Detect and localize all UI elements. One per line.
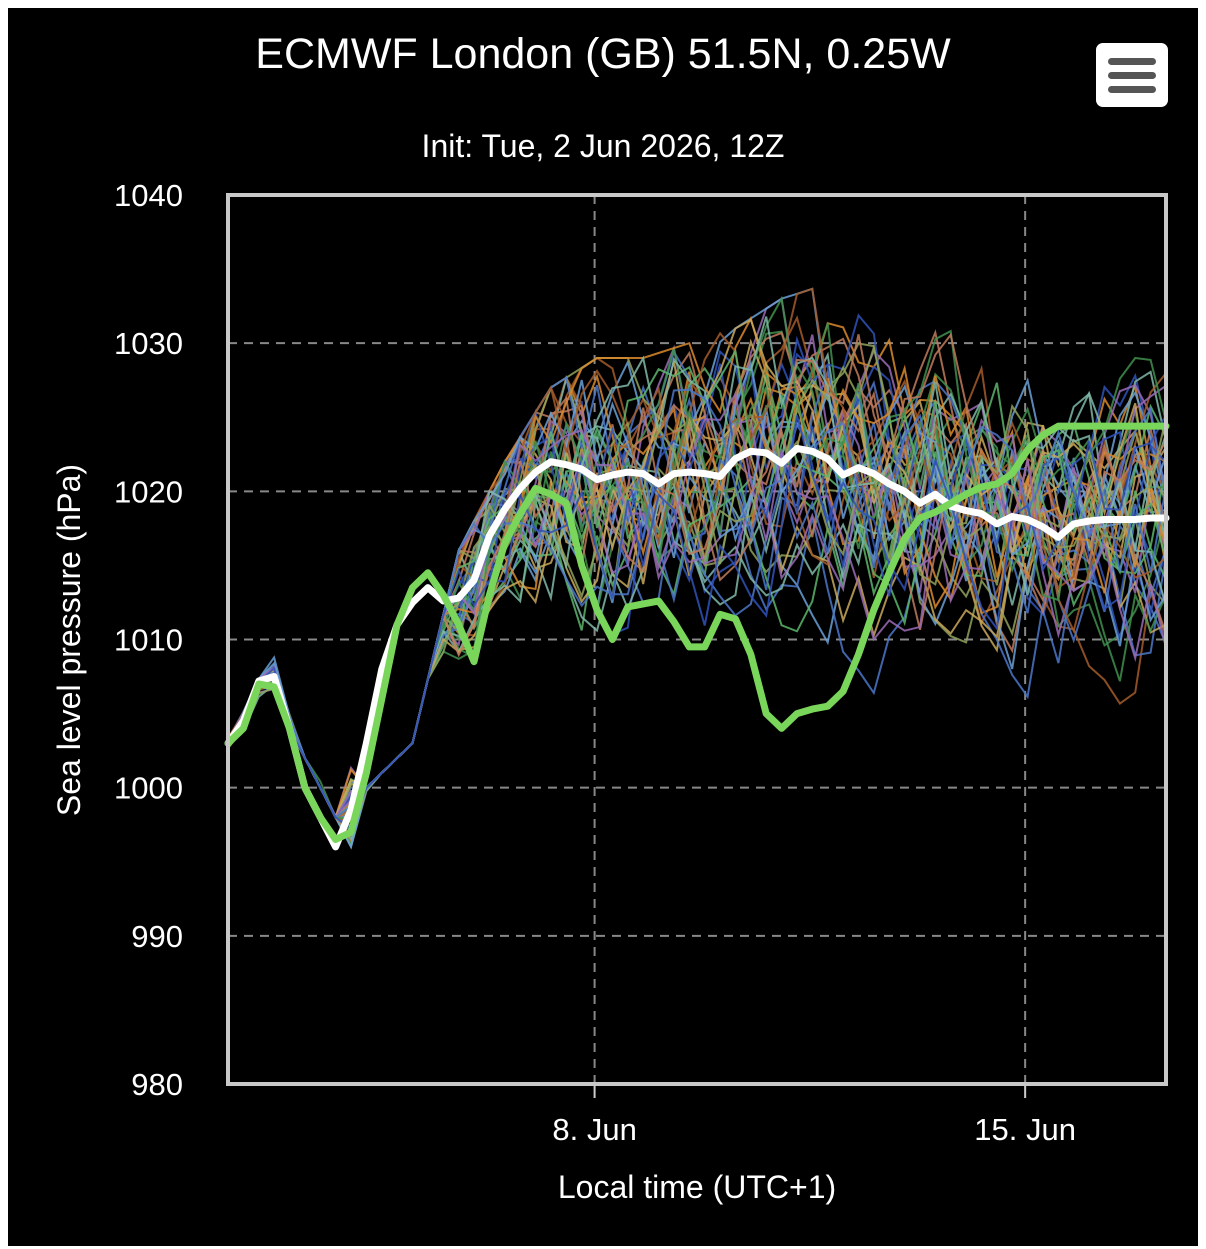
- hamburger-icon-bar: [1108, 72, 1156, 79]
- control-run-line: [224, 422, 1170, 843]
- chart-menu-button[interactable]: [1096, 43, 1168, 107]
- hamburger-icon-bar: [1108, 86, 1156, 93]
- x-axis-title: Local time (UTC+1): [558, 1169, 836, 1205]
- x-tick-label: 15. Jun: [974, 1112, 1076, 1147]
- ensemble-mean-line: [224, 444, 1170, 851]
- y-tick-label: 1000: [114, 771, 183, 806]
- y-tick-label: 1010: [114, 623, 183, 658]
- y-tick-label: 1030: [114, 326, 183, 361]
- ensemble-member-line: [228, 414, 1166, 832]
- chart-subtitle: Init: Tue, 2 Jun 2026, 12Z: [421, 128, 785, 164]
- y-tick-label: 1020: [114, 474, 183, 509]
- x-tick-label: 8. Jun: [552, 1112, 636, 1147]
- y-tick-label: 980: [131, 1067, 183, 1102]
- y-tick-label: 990: [131, 919, 183, 954]
- chart-title: ECMWF London (GB) 51.5N, 0.25W: [255, 30, 951, 78]
- y-axis-title: Sea level pressure (hPa): [51, 464, 87, 816]
- y-tick-label: 1040: [114, 178, 183, 213]
- plot-border: [226, 193, 1168, 1086]
- hamburger-icon-bar: [1108, 58, 1156, 65]
